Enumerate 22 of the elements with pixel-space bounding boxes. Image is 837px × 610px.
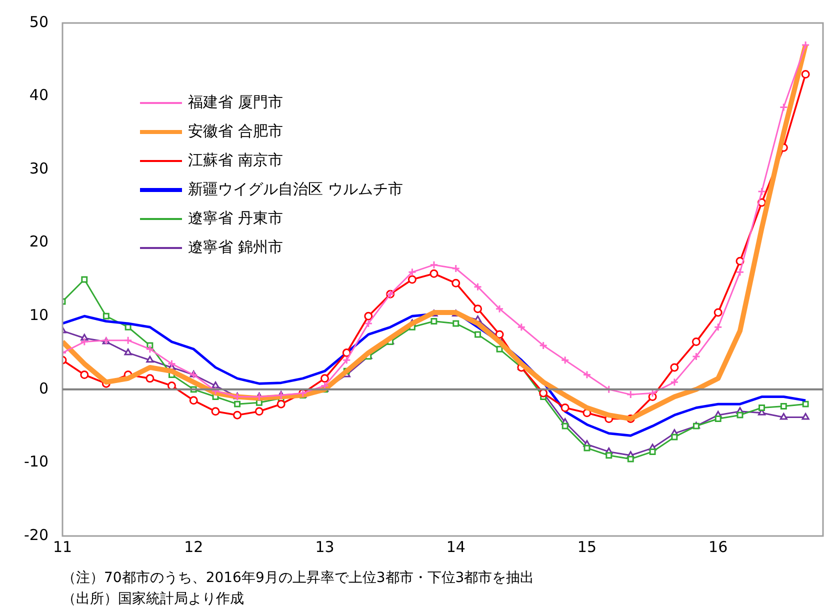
y-tick-label: 10 bbox=[29, 306, 48, 324]
y-tick-label: 30 bbox=[29, 159, 48, 178]
y-tick-label: 40 bbox=[29, 86, 48, 104]
y-tick-label: 50 bbox=[29, 12, 48, 31]
legend-label: 福建省 厦門市 bbox=[188, 93, 283, 112]
y-tick-label: 0 bbox=[38, 379, 48, 398]
x-tick-label: 14 bbox=[446, 538, 466, 556]
x-tick-label: 11 bbox=[52, 538, 72, 556]
x-tick-label: 15 bbox=[577, 538, 597, 556]
y-tick-label: -10 bbox=[24, 452, 48, 471]
x-tick-label: 16 bbox=[708, 538, 728, 556]
legend-label: 遼寧省 錦州市 bbox=[188, 238, 283, 257]
legend-label: 安徽省 合肥市 bbox=[188, 122, 283, 141]
x-tick-label: 13 bbox=[315, 538, 334, 556]
x-tick-label: 12 bbox=[184, 538, 204, 556]
y-tick-label: 20 bbox=[29, 232, 48, 251]
text: （注）70都市のうち、2016年9月の上昇率で上位3都市・下位3都市を抽出 bbox=[62, 569, 534, 588]
legend-label: 江蘇省 南京市 bbox=[188, 151, 283, 170]
legend-label: 遼寧省 丹東市 bbox=[188, 209, 283, 228]
text: （出所）国家統計局より作成 bbox=[62, 590, 245, 609]
y-tick-label: -20 bbox=[24, 526, 48, 544]
legend-label: 新疆ウイグル自治区 ウルムチ市 bbox=[188, 180, 403, 199]
